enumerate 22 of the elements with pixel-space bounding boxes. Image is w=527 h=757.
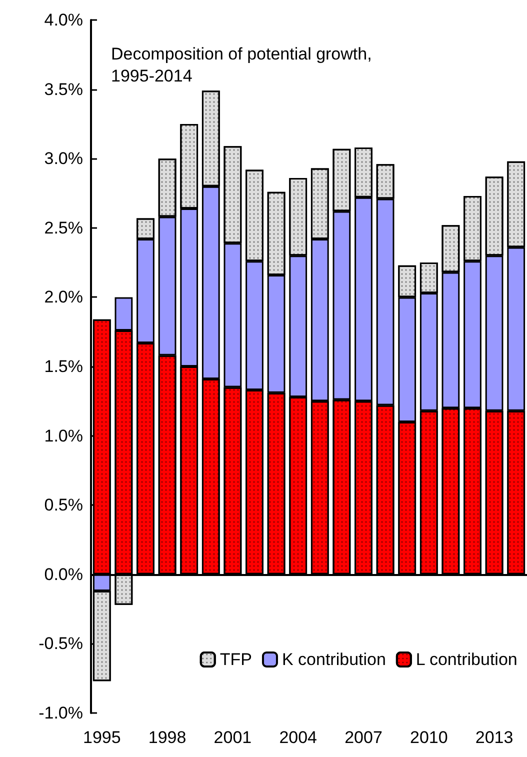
x-tick-label: 2001 [214,728,252,747]
y-tick-label: 3.0% [44,149,83,168]
legend-label: L contribution [416,650,518,669]
y-tick-label: 4.0% [44,10,83,30]
x-tick-label: 1995 [82,728,121,747]
y-tick-label: 0.0% [44,564,83,584]
text: Decomposition of potential growth, 1995-2014 [111,44,377,86]
x-tick-label: 2004 [279,728,318,747]
y-tick-label: 0.5% [44,496,83,515]
legend-label: K contribution [282,650,386,669]
y-tick-label: 1.0% [44,426,83,446]
x-tick-label: 2007 [344,728,382,747]
legend-label: TFP [220,650,252,669]
x-tick-label: 1998 [148,728,186,747]
y-tick-label: 1.5% [44,357,83,376]
y-tick-label: 2.5% [44,218,83,238]
y-tick-label: 3.5% [44,80,83,99]
x-tick-label: 2010 [410,728,448,747]
y-tick-label: -1.0% [38,704,83,722]
y-tick-label: -0.5% [38,634,83,654]
x-tick-label: 2013 [475,728,514,747]
y-tick-label: 2.0% [44,288,83,307]
